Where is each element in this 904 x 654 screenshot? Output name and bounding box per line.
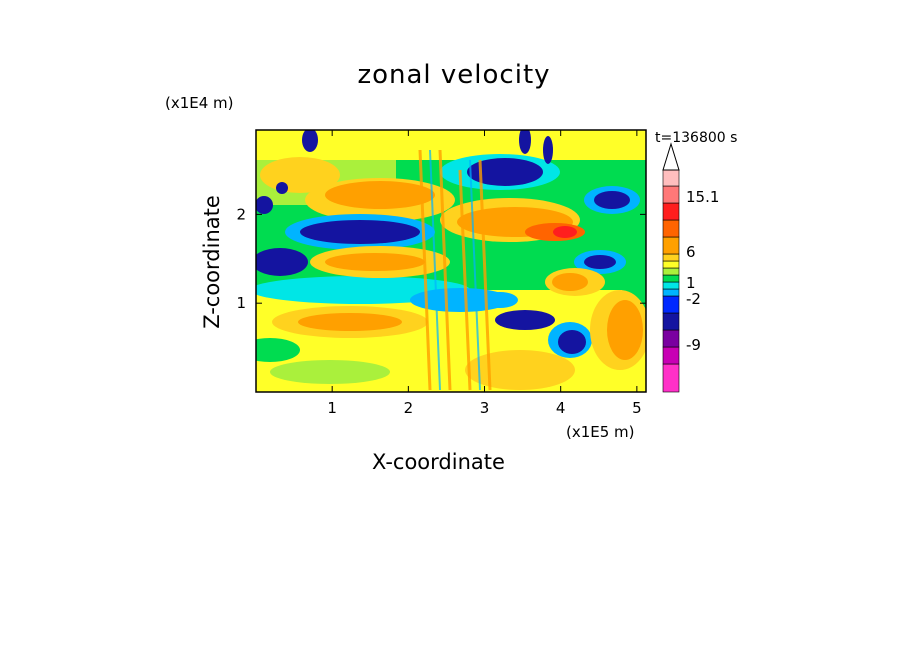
colorbar-segment: [662, 346, 680, 365]
colorbar-label: -9: [686, 336, 701, 354]
colorbar-extend-arrow: [662, 142, 680, 171]
colorbar-segment: [662, 363, 680, 393]
x-scale-label: (x1E5 m): [566, 423, 635, 441]
colorbar-segment: [662, 281, 680, 290]
axis-ticks: 1 2 3 4 5 1 2: [236, 130, 646, 417]
colorbar-segment: [662, 295, 680, 314]
time-label: t=136800 s: [655, 130, 738, 146]
colorbar-segment: [662, 267, 680, 276]
x-tick-label: 1: [327, 399, 337, 417]
colorbar-label: -2: [686, 290, 701, 308]
contour-field: [256, 130, 646, 392]
y-tick-label: 2: [236, 205, 246, 223]
chart-title: zonal velocity: [357, 60, 551, 90]
colorbar-segment: [662, 202, 680, 221]
colorbar-label: 15.1: [686, 188, 719, 206]
y-scale-label: (x1E4 m): [165, 94, 234, 112]
x-tick-label: 3: [480, 399, 490, 417]
colorbar-segment: [662, 260, 680, 269]
colorbar-label: 1: [686, 274, 696, 292]
colorbar: 15.1 6 1-2 -9: [662, 142, 719, 393]
colorbar-segment: [662, 288, 680, 297]
colorbar-segment: [662, 236, 680, 255]
colorbar-segment: [662, 219, 680, 238]
colorbar-label: 6: [686, 243, 696, 261]
colorbar-segment: [662, 329, 680, 348]
colorbar-segment: [662, 169, 680, 187]
y-tick-label: 1: [236, 294, 246, 312]
colorbar-segment: [662, 185, 680, 204]
plot-frame: [255, 129, 647, 393]
x-tick-label: 4: [556, 399, 566, 417]
x-axis-title: X-coordinate: [372, 450, 505, 474]
x-tick-label: 5: [632, 399, 642, 417]
x-tick-label: 2: [404, 399, 414, 417]
colorbar-segment: [662, 253, 680, 262]
colorbar-segment: [662, 274, 680, 283]
colorbar-segment: [662, 312, 680, 331]
